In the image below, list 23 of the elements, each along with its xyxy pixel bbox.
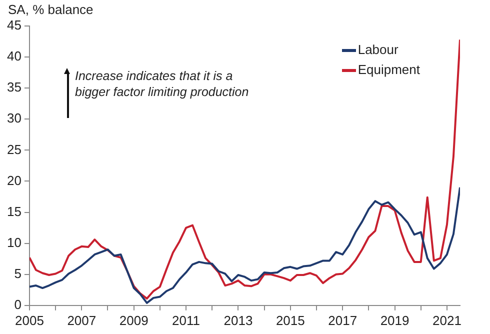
y-tick-label: 30 bbox=[6, 110, 22, 126]
y-tick-label: 45 bbox=[6, 18, 22, 33]
y-tick-label: 5 bbox=[14, 266, 22, 281]
x-tick-label: 2017 bbox=[328, 312, 358, 328]
legend-label: Equipment bbox=[358, 61, 420, 79]
annotation: Increase indicates that it is a bigger factor limiting production bbox=[75, 68, 250, 101]
x-tick-label: 2009 bbox=[119, 312, 148, 328]
y-tick-label: 10 bbox=[6, 234, 22, 250]
x-tick-label: 2019 bbox=[380, 312, 410, 328]
x-tick-label: 2015 bbox=[276, 312, 305, 328]
x-tick-label: 2007 bbox=[67, 312, 96, 328]
y-tick-label: 25 bbox=[6, 142, 22, 157]
y-tick-label: 15 bbox=[6, 204, 22, 219]
y-axis-title: SA, % balance bbox=[8, 2, 94, 17]
x-tick-label: 2011 bbox=[172, 312, 200, 328]
x-tick-label: 2013 bbox=[224, 312, 253, 328]
legend-label: Labour bbox=[358, 41, 398, 59]
x-tick-label: 2005 bbox=[15, 312, 44, 328]
y-tick-label: 0 bbox=[14, 296, 22, 312]
y-tick-label: 35 bbox=[6, 80, 22, 95]
y-tick-label: 40 bbox=[6, 48, 22, 64]
x-tick-label: 2021 bbox=[432, 312, 462, 328]
y-tick-label: 20 bbox=[6, 172, 22, 188]
